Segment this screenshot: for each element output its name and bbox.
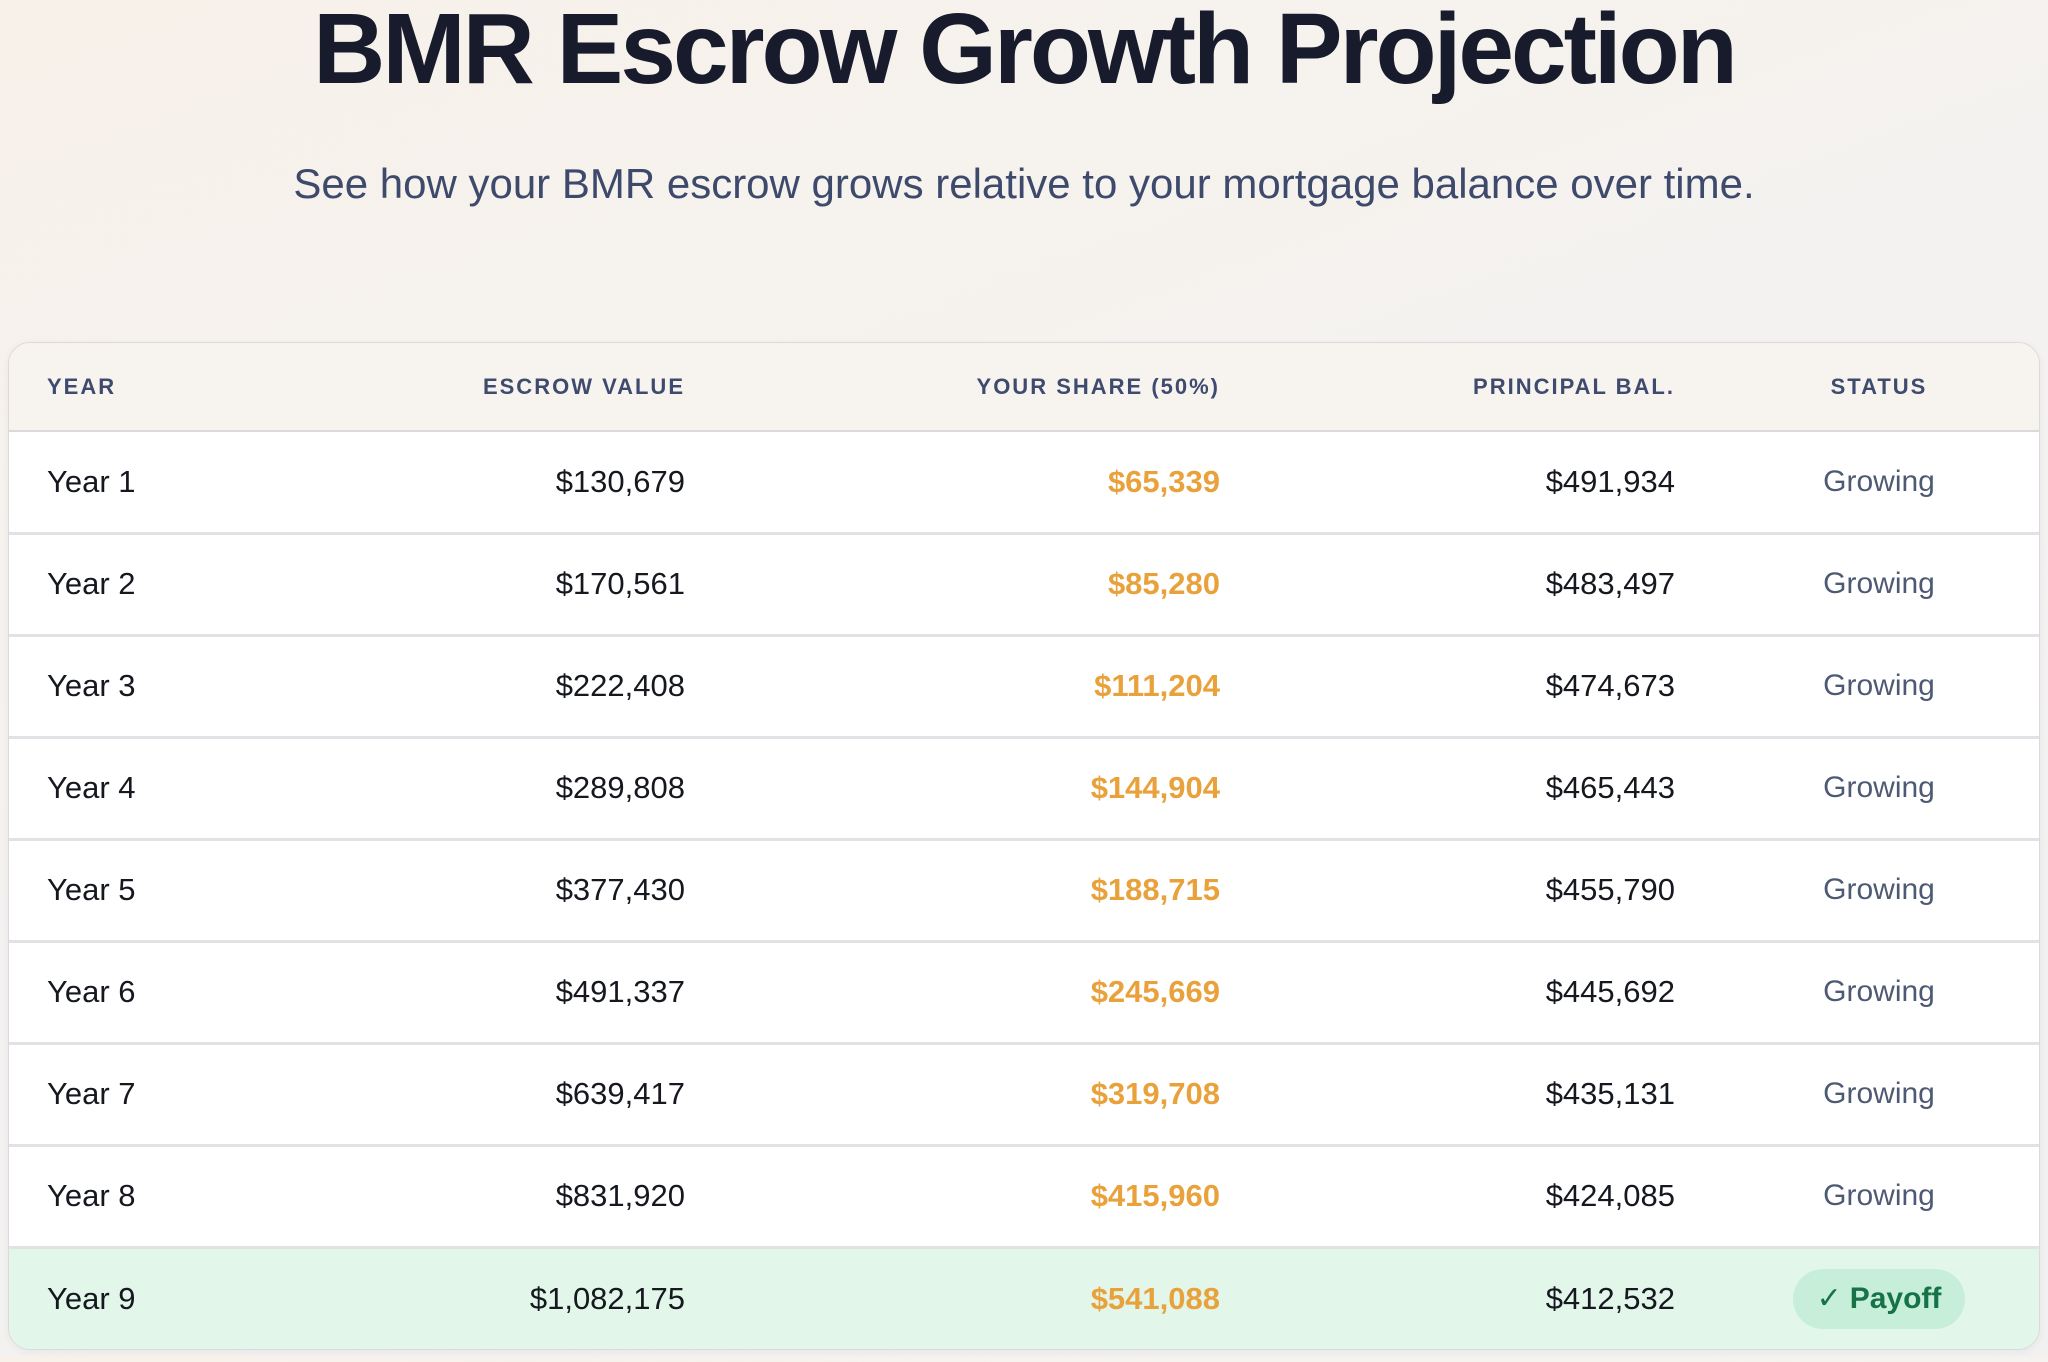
status-cell: ✓ Payoff xyxy=(1719,1245,2039,1349)
your-share-cell: $85,280 xyxy=(729,531,1264,635)
your-share-cell: $319,708 xyxy=(729,1041,1264,1145)
column-header-your-share: YOUR SHARE (50%) xyxy=(729,343,1264,432)
status-cell: Growing xyxy=(1719,431,2039,533)
year-cell: Year 2 xyxy=(9,531,339,635)
table-row: Year 9 $1,082,175 $541,088 $412,532 ✓ Payoff xyxy=(9,1245,2039,1349)
projection-table: YEAR ESCROW VALUE YOUR SHARE (50%) PRINC… xyxy=(9,343,2039,1349)
escrow-value-cell: $130,679 xyxy=(339,431,729,533)
payoff-badge: ✓ Payoff xyxy=(1792,1268,1966,1329)
status-label: Growing xyxy=(1823,1077,1935,1110)
status-label: Growing xyxy=(1823,464,1935,498)
escrow-value-cell: $289,808 xyxy=(339,735,729,839)
year-cell: Year 4 xyxy=(9,735,339,839)
year-cell: Year 3 xyxy=(9,633,339,737)
year-cell: Year 9 xyxy=(9,1245,339,1349)
column-header-year: YEAR xyxy=(9,343,339,432)
status-cell: Growing xyxy=(1719,837,2039,941)
check-icon: ✓ xyxy=(1816,1281,1842,1315)
year-cell: Year 6 xyxy=(9,939,339,1043)
year-cell: Year 7 xyxy=(9,1041,339,1145)
your-share-cell: $65,339 xyxy=(729,431,1264,533)
projection-table-card: YEAR ESCROW VALUE YOUR SHARE (50%) PRINC… xyxy=(8,342,2040,1350)
table-row: Year 1 $130,679 $65,339 $491,934 Growing xyxy=(9,431,2039,533)
your-share-cell: $541,088 xyxy=(729,1245,1264,1349)
escrow-value-cell: $639,417 xyxy=(339,1041,729,1145)
your-share-cell: $415,960 xyxy=(729,1143,1264,1247)
principal-balance-cell: $412,532 xyxy=(1264,1245,1719,1349)
table-row: Year 7 $639,417 $319,708 $435,131 Growing xyxy=(9,1041,2039,1145)
table-row: Year 3 $222,408 $111,204 $474,673 Growing xyxy=(9,633,2039,737)
escrow-value-cell: $170,561 xyxy=(339,531,729,635)
table-body: Year 1 $130,679 $65,339 $491,934 Growing Year… xyxy=(9,431,2039,1349)
table-row: Year 2 $170,561 $85,280 $483,497 Growing xyxy=(9,531,2039,635)
your-share-cell: $188,715 xyxy=(729,837,1264,941)
your-share-cell: $144,904 xyxy=(729,735,1264,839)
table-header-row: YEAR ESCROW VALUE YOUR SHARE (50%) PRINC… xyxy=(9,343,2039,432)
status-cell: Growing xyxy=(1719,1143,2039,1247)
status-label: Growing xyxy=(1823,975,1935,1008)
escrow-value-cell: $1,082,175 xyxy=(339,1245,729,1349)
escrow-value-cell: $491,337 xyxy=(339,939,729,1043)
page-title: BMR Escrow Growth Projection xyxy=(313,0,1738,105)
table-row: Year 5 $377,430 $188,715 $455,790 Growing xyxy=(9,837,2039,941)
status-label: Growing xyxy=(1823,567,1935,600)
page-subtitle: See how your BMR escrow grows relative t… xyxy=(293,160,1755,207)
your-share-cell: $245,669 xyxy=(729,939,1264,1043)
status-cell: Growing xyxy=(1719,939,2039,1043)
status-label: Growing xyxy=(1823,873,1935,906)
year-cell: Year 5 xyxy=(9,837,339,941)
status-label: Growing xyxy=(1823,1179,1935,1212)
principal-balance-cell: $435,131 xyxy=(1264,1041,1719,1145)
table-row: Year 6 $491,337 $245,669 $445,692 Growing xyxy=(9,939,2039,1043)
principal-balance-cell: $465,443 xyxy=(1264,735,1719,839)
status-cell: Growing xyxy=(1719,735,2039,839)
principal-balance-cell: $424,085 xyxy=(1264,1143,1719,1247)
principal-balance-cell: $455,790 xyxy=(1264,837,1719,941)
escrow-value-cell: $831,920 xyxy=(339,1143,729,1247)
table-row: Year 8 $831,920 $415,960 $424,085 Growing xyxy=(9,1143,2039,1247)
year-cell: Year 8 xyxy=(9,1143,339,1247)
principal-balance-cell: $445,692 xyxy=(1264,939,1719,1043)
table-header: YEAR ESCROW VALUE YOUR SHARE (50%) PRINC… xyxy=(9,343,2039,432)
principal-balance-cell: $483,497 xyxy=(1264,531,1719,635)
column-header-status: STATUS xyxy=(1719,343,2039,432)
status-cell: Growing xyxy=(1719,633,2039,737)
principal-balance-cell: $474,673 xyxy=(1264,633,1719,737)
escrow-value-cell: $222,408 xyxy=(339,633,729,737)
year-cell: Year 1 xyxy=(9,431,339,533)
escrow-value-cell: $377,430 xyxy=(339,837,729,941)
column-header-escrow-value: ESCROW VALUE xyxy=(339,343,729,432)
status-cell: Growing xyxy=(1719,531,2039,635)
column-header-principal-bal: PRINCIPAL BAL. xyxy=(1264,343,1719,432)
status-label: Growing xyxy=(1823,669,1935,702)
status-label: Growing xyxy=(1823,771,1935,804)
your-share-cell: $111,204 xyxy=(729,633,1264,737)
status-cell: Growing xyxy=(1719,1041,2039,1145)
principal-balance-cell: $491,934 xyxy=(1264,431,1719,533)
table-row: Year 4 $289,808 $144,904 $465,443 Growing xyxy=(9,735,2039,839)
